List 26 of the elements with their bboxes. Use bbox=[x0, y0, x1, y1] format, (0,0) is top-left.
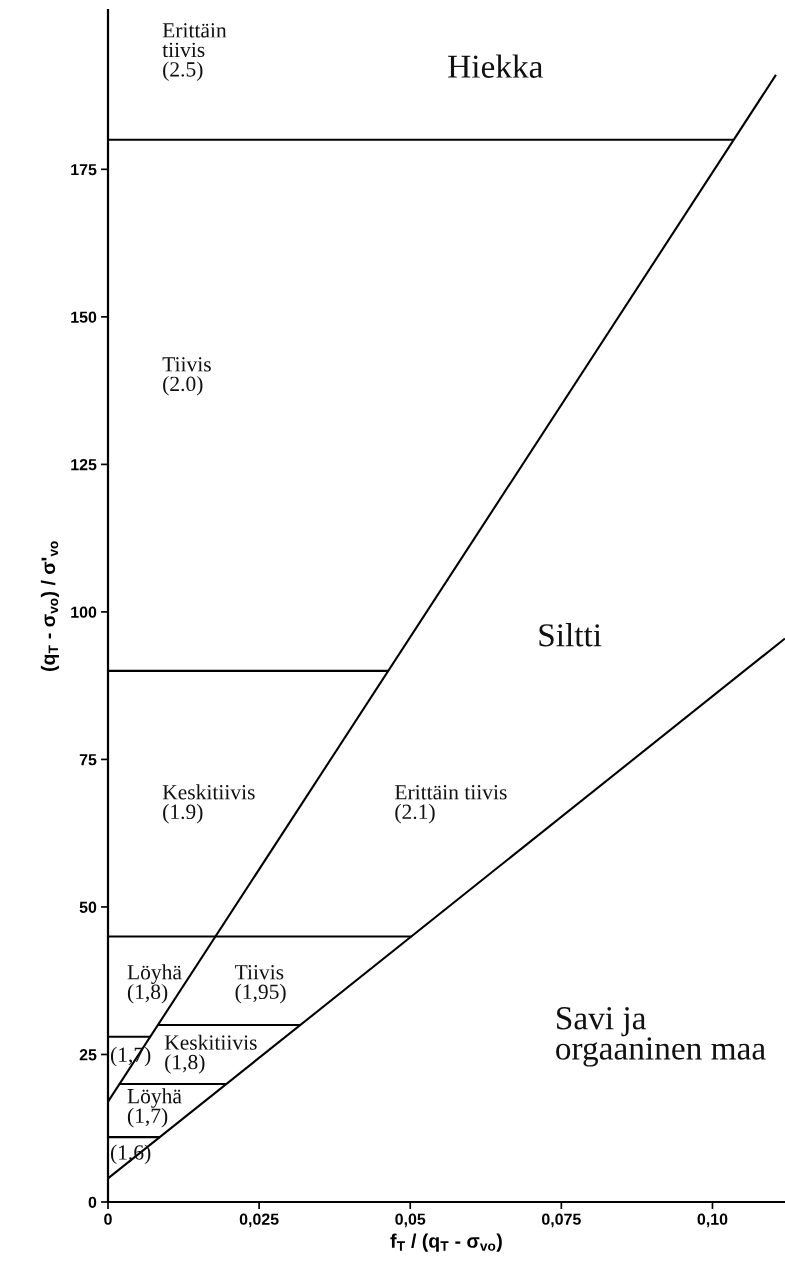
x-tick-label: 0,025 bbox=[239, 1213, 279, 1228]
annotation: Tiivis (1,95) bbox=[234, 965, 286, 1004]
x-tick-label: 0,10 bbox=[697, 1213, 728, 1228]
y-tick-label: 150 bbox=[71, 311, 97, 323]
y-tick-label: 125 bbox=[71, 459, 97, 471]
y-tick-label: 100 bbox=[71, 606, 97, 618]
y-tick-label: 25 bbox=[79, 1049, 97, 1061]
y-tick-label: 75 bbox=[79, 754, 97, 766]
annotation: Siltti bbox=[539, 623, 602, 647]
x-tick-label: 0,075 bbox=[542, 1213, 581, 1228]
annotation: Savi ja orgaaninen maa bbox=[556, 1007, 766, 1067]
annotation: Erittäin tiivis (2.5) bbox=[162, 23, 227, 81]
x-tick-label: 0,05 bbox=[395, 1213, 426, 1228]
annotation: Keskitiivis (1,8) bbox=[164, 1034, 257, 1074]
annotation: Keskitiivis (1.9) bbox=[162, 784, 255, 824]
annotation: Tiivis (2.0) bbox=[162, 357, 211, 396]
x-axis-title: f$_{T}$ / (q$_{T}$ - σ$_{vo}$) bbox=[390, 1233, 502, 1252]
annotation: Löyhä (1,8) bbox=[127, 964, 182, 1004]
annotation: Erittäin tiivis (2.1) bbox=[394, 785, 507, 824]
annotation: Hiekka bbox=[448, 54, 543, 78]
y-tick-label: 0 bbox=[88, 1196, 97, 1208]
y-tick-label: 175 bbox=[71, 164, 97, 176]
y-tick-label: 50 bbox=[79, 901, 97, 913]
x-tick-label: 0 bbox=[104, 1213, 112, 1225]
y-axis-title: (q$_{T}$ - σ$_{vo}$) / σ'$_{vo}$ bbox=[40, 541, 59, 671]
annotation: Löyhä (1,7) bbox=[127, 1088, 182, 1128]
